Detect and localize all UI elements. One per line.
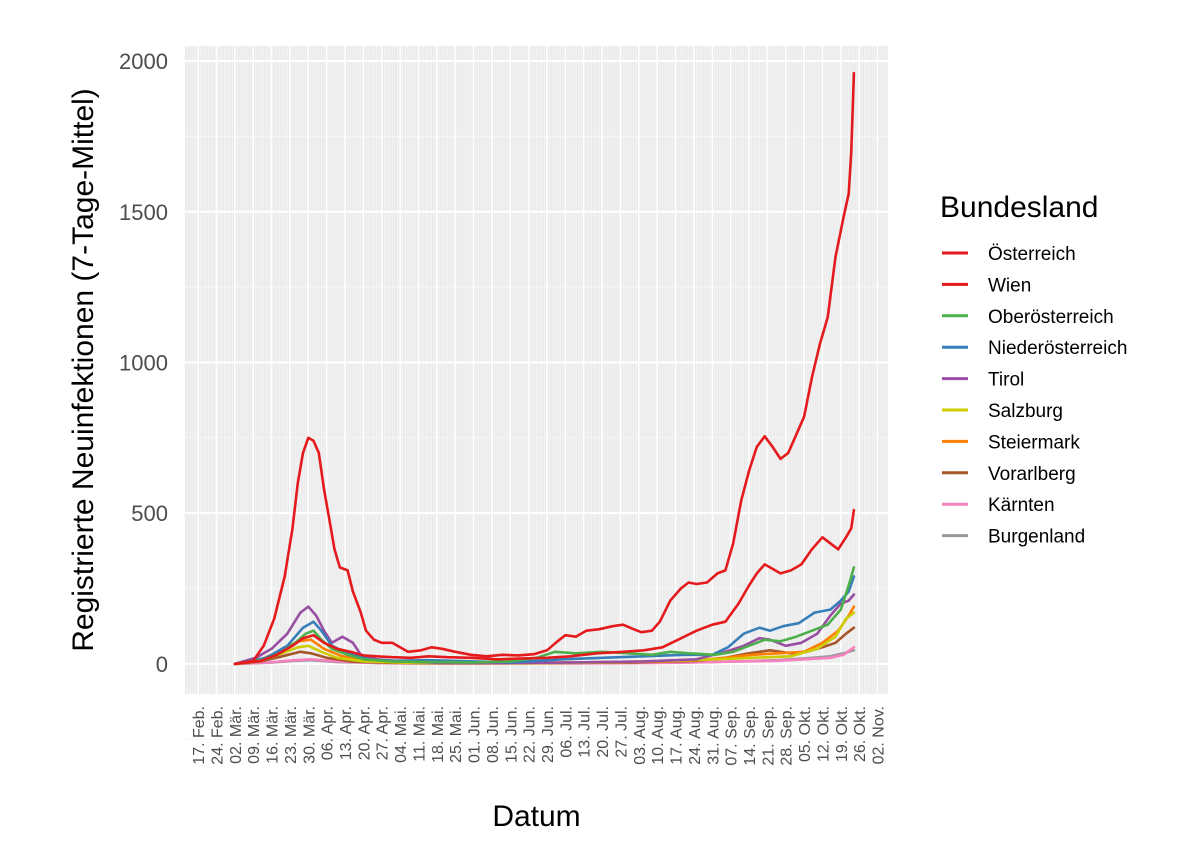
x-tick-label: 26. Okt.	[852, 706, 869, 762]
x-tick-label: 23. Mär.	[283, 706, 300, 764]
y-axis-ticks: 0 500 1000 1500 2000	[119, 49, 168, 677]
legend-label: Burgenland	[988, 527, 1085, 548]
y-tick-label: 1000	[119, 350, 168, 375]
x-tick-label: 06. Jul.	[558, 706, 575, 758]
x-tick-label: 11. Mai.	[411, 706, 428, 762]
series-line	[233, 508, 856, 666]
legend-label: Wien	[988, 275, 1031, 296]
x-axis-ticks: 17. Feb. 24. Feb. 02. Mär. 09. Mär. 16. Mär.…	[191, 706, 887, 766]
legend-label: Vorarlberg	[988, 464, 1076, 485]
x-tick-label: 05. Okt.	[797, 706, 814, 762]
x-tick-label: 13. Apr.	[338, 706, 355, 760]
x-tick-label: 20. Apr.	[356, 706, 373, 760]
x-tick-label: 21. Sep.	[760, 706, 777, 766]
x-tick-label: 25. Mai.	[448, 706, 465, 763]
x-tick-label: 14. Sep.	[742, 706, 759, 766]
x-tick-label: 16. Mär.	[265, 706, 282, 764]
x-tick-label: 29. Jun.	[540, 706, 557, 763]
x-tick-label: 12. Okt.	[815, 706, 832, 762]
y-tick-label: 2000	[119, 49, 168, 74]
x-tick-label: 17. Aug.	[669, 706, 686, 765]
x-tick-label: 22. Jun.	[522, 706, 539, 763]
x-tick-label: 30. Mär.	[301, 706, 318, 764]
series-line	[233, 575, 856, 666]
x-tick-label: 28. Sep.	[779, 706, 796, 766]
x-tick-label: 24. Feb.	[209, 706, 226, 765]
series-line	[233, 71, 856, 666]
legend-label: Tirol	[988, 370, 1024, 391]
x-tick-label: 18. Mai.	[430, 706, 447, 763]
y-tick-label: 500	[131, 501, 168, 526]
grid-major	[185, 46, 888, 694]
x-tick-label: 07. Sep.	[724, 706, 741, 766]
y-axis-title: Registrierte Neuinfektionen (7-Tage-Mitt…	[67, 88, 100, 652]
legend-label: Steiermark	[988, 432, 1080, 453]
legend-title: Bundesland	[940, 191, 1098, 224]
x-axis-title: Datum	[492, 800, 580, 833]
x-tick-label: 24. Aug.	[687, 706, 704, 765]
legend-label: Salzburg	[988, 401, 1063, 422]
x-tick-label: 06. Apr.	[320, 706, 337, 760]
x-tick-label: 10. Aug.	[650, 706, 667, 765]
x-tick-label: 09. Mär.	[246, 706, 263, 764]
y-tick-label: 1500	[119, 200, 168, 225]
x-tick-label: 02. Mär.	[228, 706, 245, 764]
x-tick-label: 20. Jul.	[595, 706, 612, 758]
y-tick-label: 0	[156, 652, 168, 677]
x-tick-label: 27. Apr.	[375, 706, 392, 760]
legend-label: Oberösterreich	[988, 307, 1114, 328]
x-tick-label: 01. Jun.	[467, 706, 484, 763]
x-tick-label: 03. Aug.	[632, 706, 649, 765]
x-tick-label: 19. Okt.	[834, 706, 851, 762]
x-tick-label: 02. Nov.	[871, 706, 888, 764]
x-tick-label: 08. Jun.	[485, 706, 502, 763]
x-tick-label: 17. Feb.	[191, 706, 208, 765]
legend-items: Österreich Wien Oberösterreich Niederösterr…	[942, 244, 1127, 548]
legend-label: Niederösterreich	[988, 338, 1127, 359]
legend-label: Kärnten	[988, 495, 1055, 516]
x-tick-label: 27. Jul.	[613, 706, 630, 758]
legend: Bundesland Österreich Wien Oberösterreich N…	[940, 191, 1127, 548]
x-tick-label: 13. Jul.	[577, 706, 594, 758]
x-tick-label: 15. Jun.	[503, 706, 520, 763]
x-tick-label: 31. Aug.	[705, 706, 722, 765]
series-line	[233, 566, 856, 666]
series-lines	[233, 71, 856, 666]
x-tick-label: 04. Mai.	[393, 706, 410, 763]
legend-label: Österreich	[988, 244, 1076, 265]
